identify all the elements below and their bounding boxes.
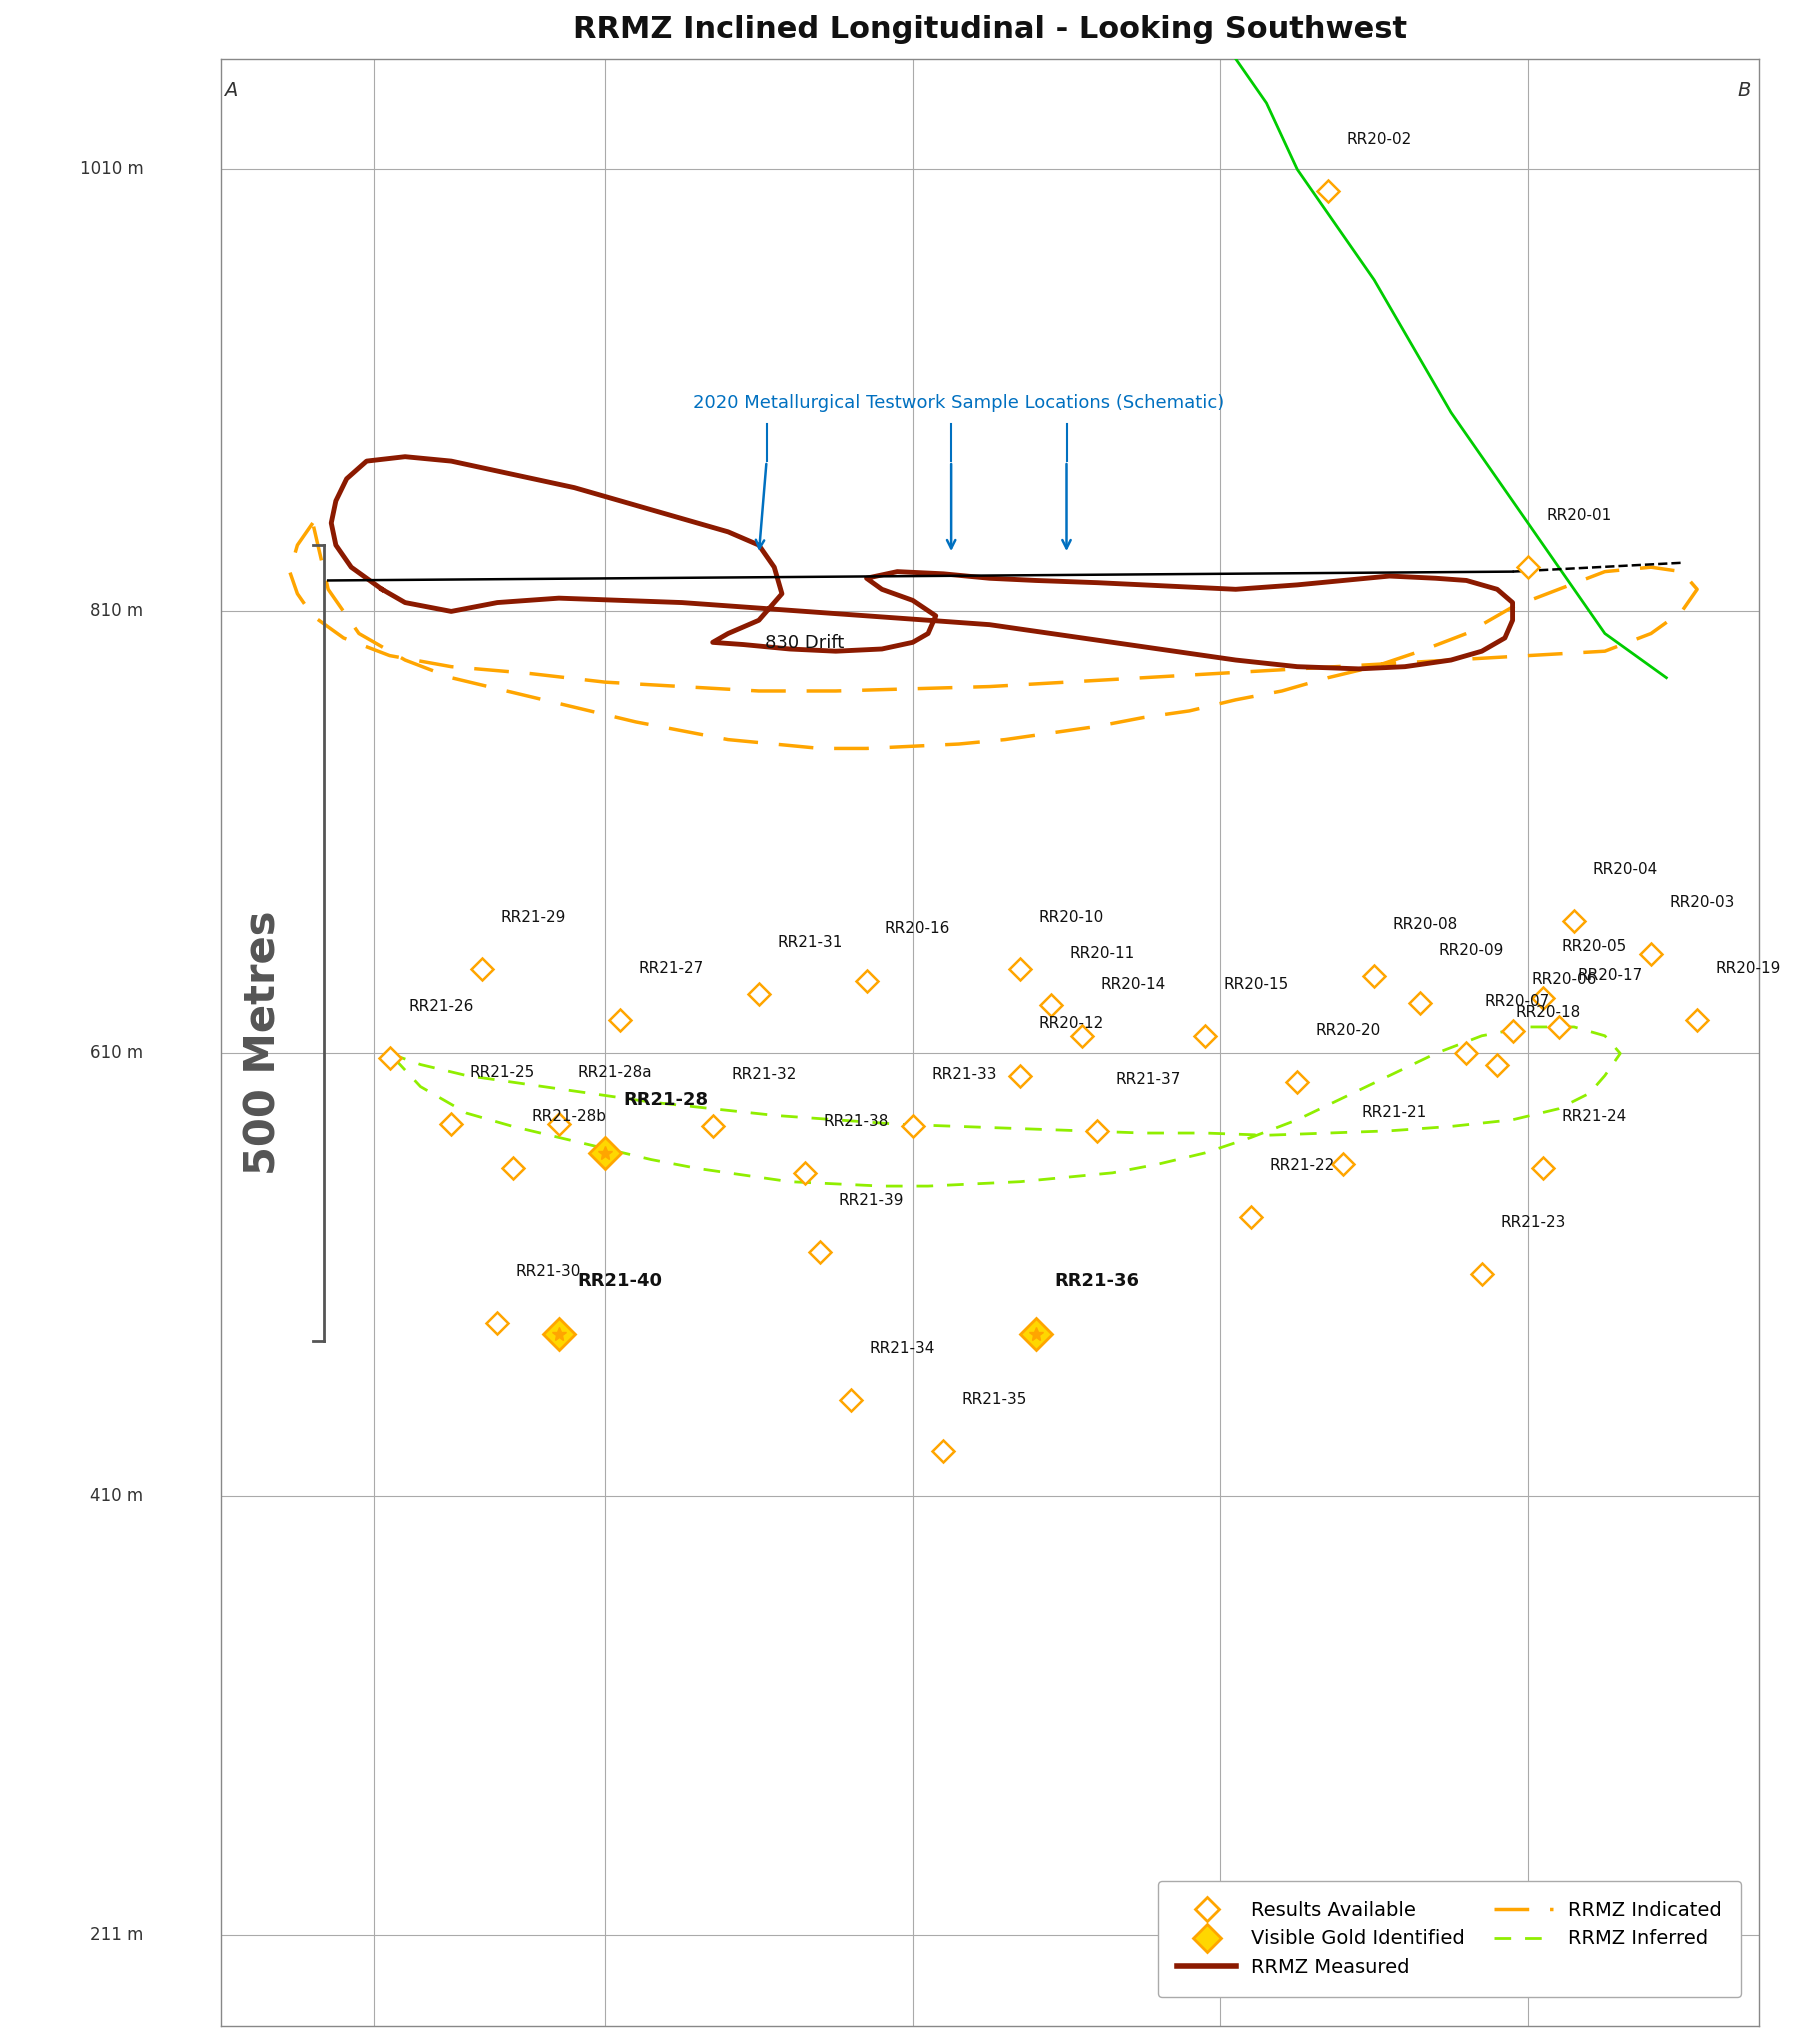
Text: RR20-19: RR20-19 — [1715, 961, 1780, 976]
Title: RRMZ Inclined Longitudinal - Looking Southwest: RRMZ Inclined Longitudinal - Looking Sou… — [572, 14, 1406, 45]
Legend: Results Available, Visible Gold Identified, RRMZ Measured, RRMZ Indicated, RRMZ : Results Available, Visible Gold Identifi… — [1157, 1882, 1741, 1996]
Text: RR20-08: RR20-08 — [1393, 916, 1458, 933]
Text: RR20-16: RR20-16 — [886, 920, 950, 937]
Text: 500 Metres: 500 Metres — [243, 910, 284, 1176]
Text: RR20-03: RR20-03 — [1669, 894, 1735, 910]
Text: 810 m: 810 m — [90, 602, 144, 620]
Text: RR21-40: RR21-40 — [578, 1272, 662, 1290]
Text: 610 m: 610 m — [90, 1045, 144, 1063]
Text: RR21-32: RR21-32 — [731, 1067, 797, 1082]
Text: A: A — [223, 82, 238, 100]
Text: RR20-05: RR20-05 — [1562, 939, 1627, 953]
Text: RR21-21: RR21-21 — [1363, 1104, 1427, 1121]
Text: RR20-11: RR20-11 — [1069, 945, 1134, 961]
Text: RR21-29: RR21-29 — [500, 910, 565, 925]
Text: RR21-36: RR21-36 — [1055, 1272, 1139, 1290]
Text: B: B — [1737, 82, 1751, 100]
Text: RR20-02: RR20-02 — [1346, 133, 1411, 147]
Text: RR21-28: RR21-28 — [623, 1090, 709, 1108]
Text: RR21-33: RR21-33 — [931, 1067, 997, 1082]
Text: RR21-28b: RR21-28b — [531, 1108, 607, 1125]
Text: RR21-35: RR21-35 — [961, 1392, 1028, 1406]
Text: RR21-22: RR21-22 — [1269, 1157, 1336, 1174]
Text: RR21-25: RR21-25 — [470, 1065, 535, 1080]
Text: RR21-24: RR21-24 — [1562, 1108, 1627, 1125]
Text: RR20-06: RR20-06 — [1532, 972, 1597, 988]
Text: RR21-34: RR21-34 — [869, 1341, 934, 1357]
Text: RR20-20: RR20-20 — [1316, 1023, 1381, 1039]
Text: RR20-12: RR20-12 — [1039, 1016, 1103, 1031]
Text: RR21-37: RR21-37 — [1116, 1072, 1181, 1086]
Text: RR20-07: RR20-07 — [1485, 994, 1550, 1008]
Text: RR20-15: RR20-15 — [1224, 976, 1289, 992]
Text: 211 m: 211 m — [90, 1927, 144, 1945]
Text: RR21-27: RR21-27 — [639, 961, 704, 976]
Text: 830 Drift: 830 Drift — [765, 633, 844, 651]
Text: 2020 Metallurgical Testwork Sample Locations (Schematic): 2020 Metallurgical Testwork Sample Locat… — [693, 394, 1224, 412]
Text: RR21-30: RR21-30 — [517, 1263, 581, 1280]
Text: RR21-39: RR21-39 — [839, 1194, 904, 1208]
Text: RR20-04: RR20-04 — [1593, 861, 1658, 878]
Text: RR21-28a: RR21-28a — [578, 1065, 652, 1080]
Text: RR20-10: RR20-10 — [1039, 910, 1103, 925]
Text: RR20-01: RR20-01 — [1546, 508, 1611, 522]
Text: RR20-14: RR20-14 — [1100, 976, 1166, 992]
Text: 410 m: 410 m — [90, 1486, 144, 1504]
Text: RR21-38: RR21-38 — [823, 1114, 889, 1129]
Text: 1010 m: 1010 m — [79, 161, 144, 178]
Text: RR21-23: RR21-23 — [1499, 1214, 1566, 1231]
Text: RR20-18: RR20-18 — [1516, 1006, 1580, 1020]
Text: RR20-09: RR20-09 — [1438, 943, 1505, 959]
Text: RR21-26: RR21-26 — [409, 998, 473, 1014]
Text: RR20-17: RR20-17 — [1577, 967, 1642, 982]
Text: RR21-31: RR21-31 — [778, 935, 842, 949]
